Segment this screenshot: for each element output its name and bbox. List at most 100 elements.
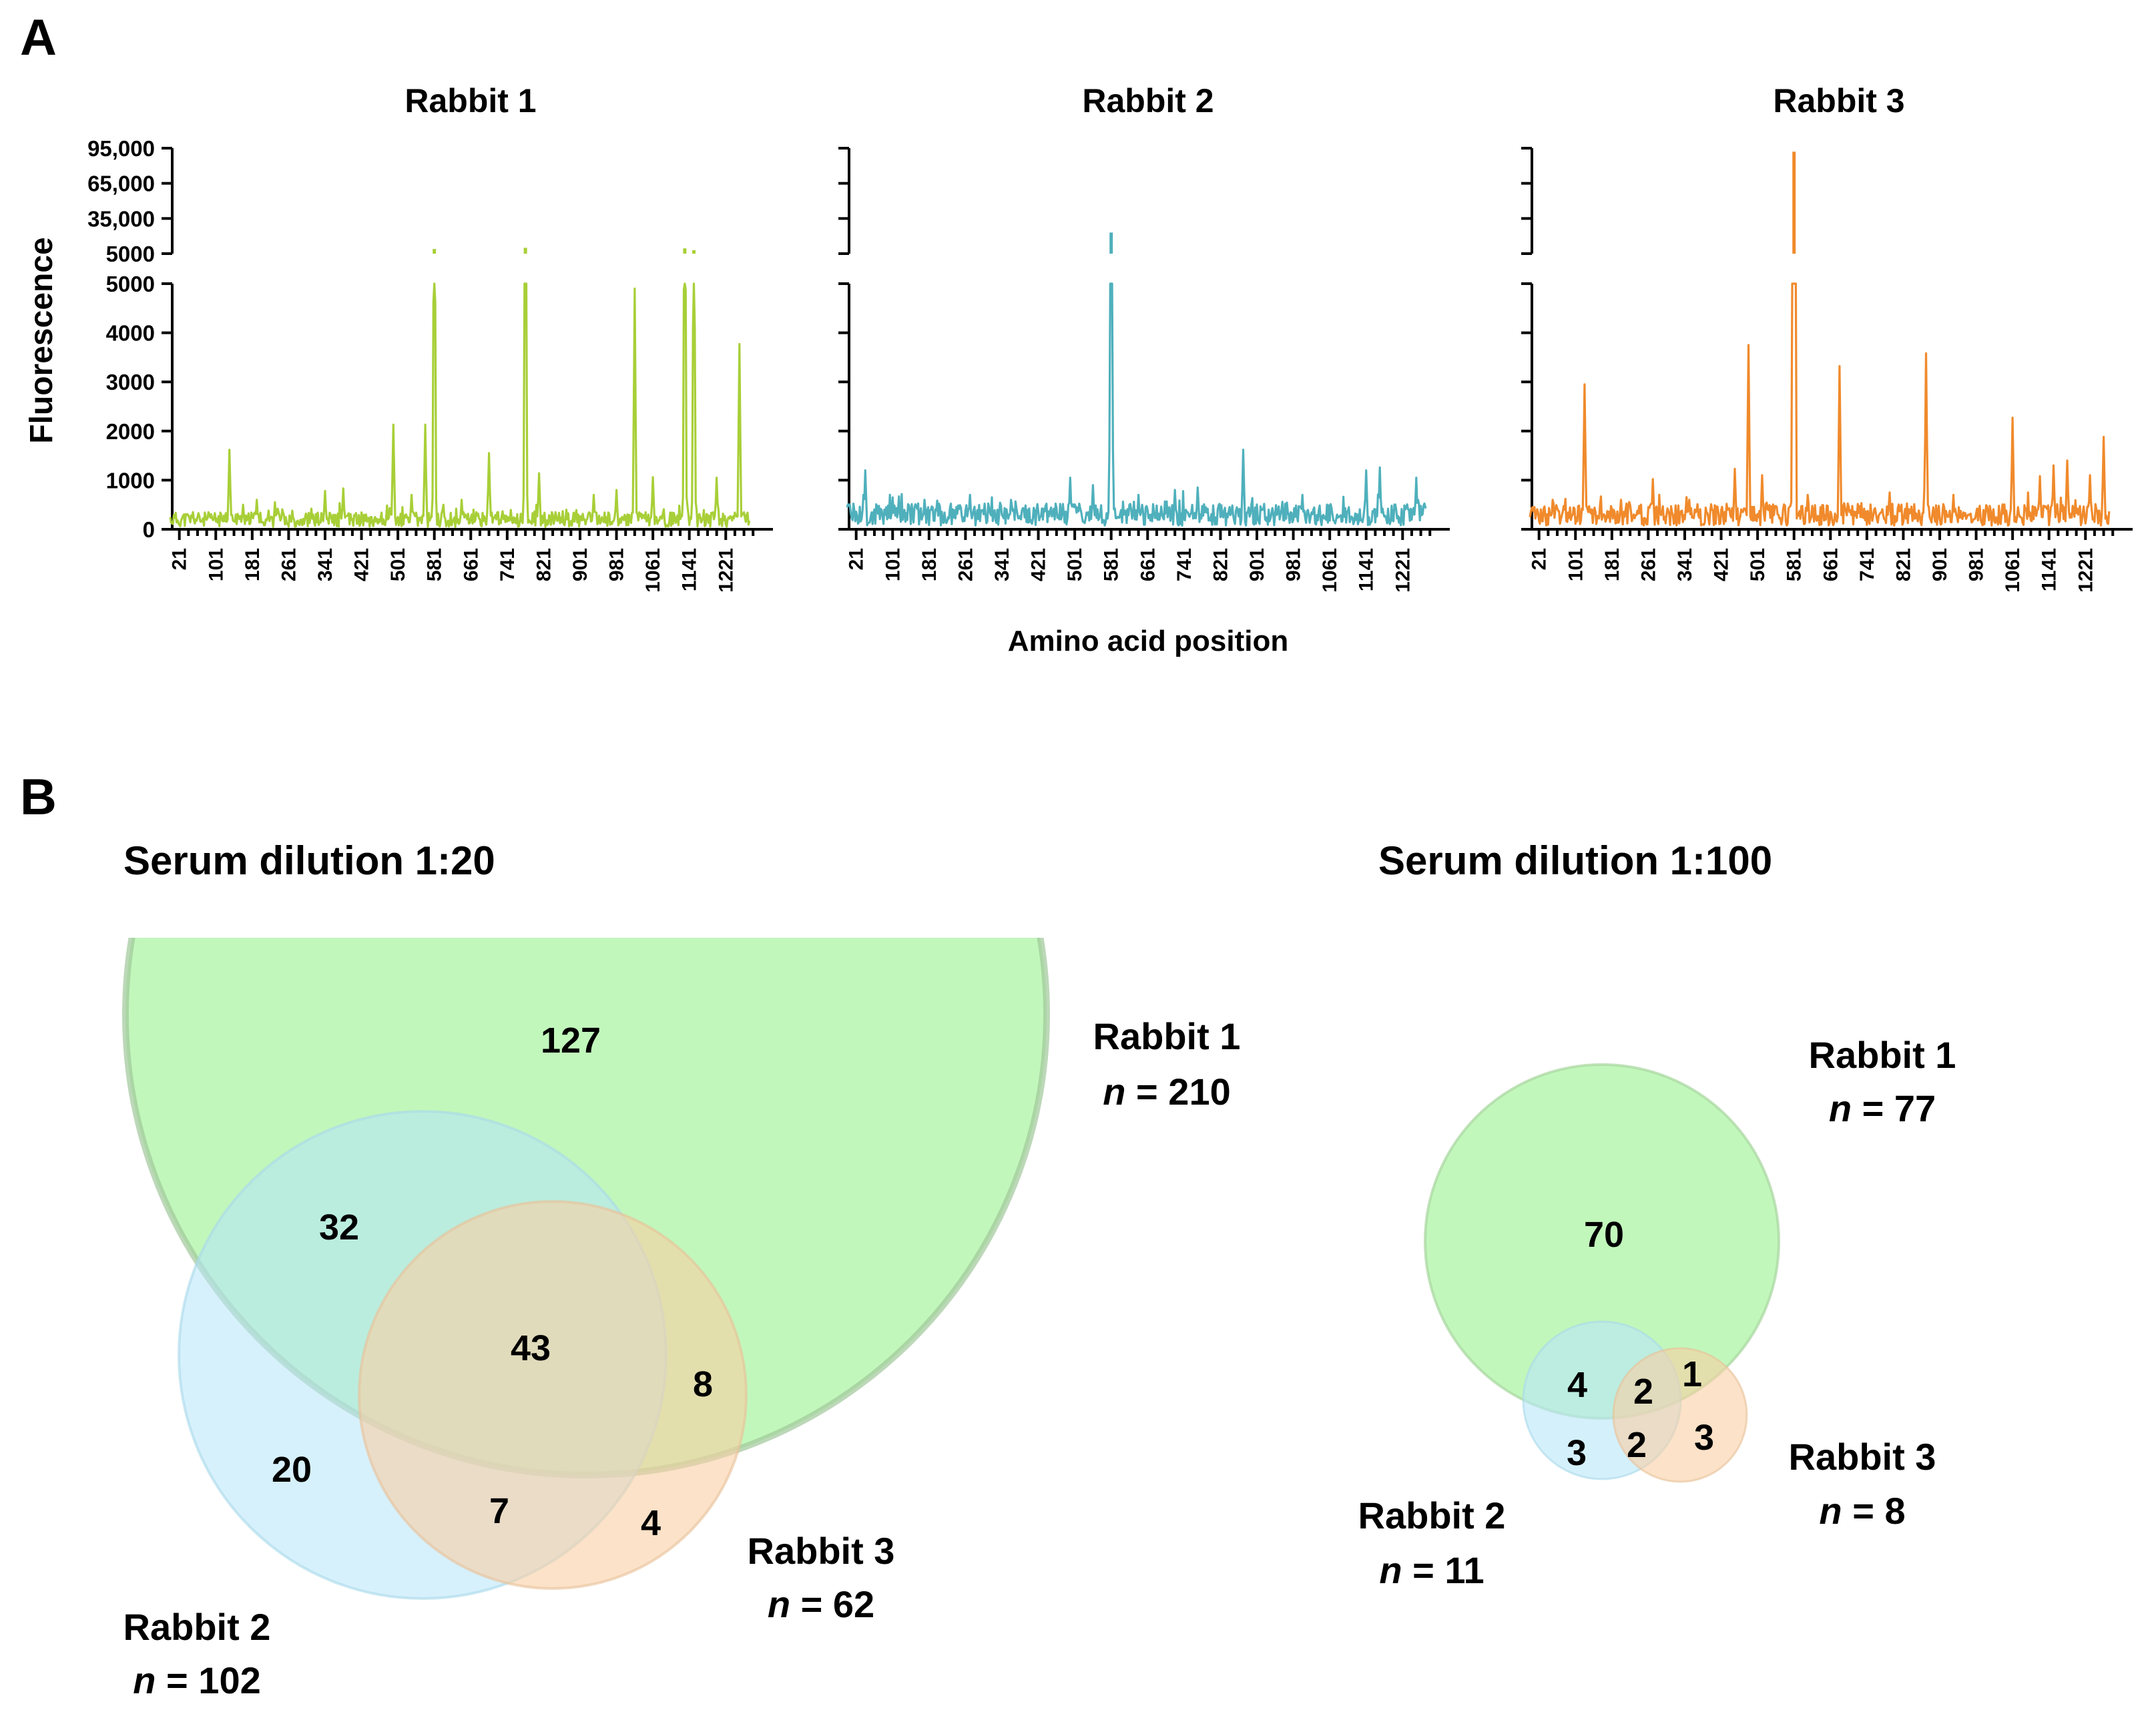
x-tick-label: 581 [424,548,446,581]
x-tick-label: 501 [387,548,409,581]
y-tick-label: 0 [143,517,155,542]
rabbit-1-plot-title: Rabbit 1 [405,82,536,119]
x-tick-label: 261 [1637,548,1659,581]
x-tick-label: 661 [460,548,482,581]
y-tick-label: 35,000 [87,206,155,231]
venn-1-n-value-rabbit-2: = 102 [166,1659,261,1701]
venn-1-circle-rabbit-3 [358,1200,748,1590]
x-tick-label: 581 [1784,548,1806,581]
y-tick-label: 5000 [106,272,155,296]
venn-2-n-symbol-rabbit-1: n [1829,1087,1852,1129]
x-tick-label: 1061 [1319,548,1341,593]
x-tick-label: 261 [955,548,977,581]
x-tick-label: 341 [314,548,336,581]
venn-2-count-rabbit-1-2: 4 [1567,1365,1587,1405]
x-tick-label: 661 [1820,548,1842,581]
x-tick-label: 1141 [1356,548,1378,591]
venn-2-count-rabbit-3-only: 3 [1694,1418,1714,1458]
x-tick-label: 341 [1674,548,1696,581]
panel-letter-b: B [20,769,57,826]
venn-2-label-rabbit-1: Rabbit 1 [1809,1034,1956,1076]
venn-2-n-value-rabbit-3: = 8 [1852,1490,1905,1532]
venn-dilution-1-100: Serum dilution 1:100 70 4 2 1 3 2 3 Rabb… [1358,838,1956,1591]
x-tick-label: 1141 [679,548,701,591]
x-tick-label: 981 [1283,548,1305,581]
x-tick-label: 821 [1209,548,1232,581]
venn-2-count-rabbit-2-3: 2 [1627,1425,1647,1465]
rabbit-2-plot-title: Rabbit 2 [1082,82,1214,119]
venn-1-n-rabbit-3: n = 62 [768,1583,874,1625]
venn-1-n-rabbit-1: n = 210 [1103,1071,1230,1113]
x-tick-label: 1221 [1392,548,1414,593]
x-tick-label: 1061 [642,548,664,593]
venn-1-count-rabbit-1-2: 32 [319,1207,359,1247]
x-tick-label: 661 [1137,548,1159,581]
venn-2-n-rabbit-2: n = 11 [1379,1549,1484,1591]
venn-dilution-1-20: Serum dilution 1:20 127 32 43 8 20 7 4 R… [122,838,1241,1701]
venn-1-count-rabbit-3-only: 4 [641,1503,661,1543]
venn-1-count-rabbit-2-only: 20 [272,1450,312,1490]
y-tick-label: 4000 [106,321,155,346]
x-tick-label: 741 [1173,548,1195,581]
venn-1-n-value-rabbit-3: = 62 [801,1583,875,1625]
venn-2-n-value-rabbit-2: = 11 [1412,1549,1484,1591]
venn-2-count-rabbit-2-only: 3 [1567,1433,1587,1473]
x-tick-label: 901 [1246,548,1268,581]
rabbit-2-plot: Rabbit 2 21 101 181 261 341 421 501 581 661 741 82… [838,82,1450,593]
y-tick-label: 95,000 [87,136,155,161]
venn-2-n-rabbit-3: n = 8 [1819,1490,1905,1532]
x-tick-label: 101 [205,548,227,581]
x-tick-label: 581 [1101,548,1123,581]
rabbit-3-plot-title: Rabbit 3 [1773,82,1904,119]
venn-2-n-value-rabbit-1: = 77 [1862,1087,1936,1129]
venn-1-count-rabbit-1-only: 127 [541,1021,601,1061]
x-tick-label: 741 [1856,548,1878,581]
x-tick-label: 1061 [2002,548,2024,593]
x-tick-label: 1221 [2075,548,2097,593]
x-tick-label: 101 [882,548,904,581]
line-plots: Fluorescence Amino acid position Rabbit … [24,82,2133,657]
x-tick-label: 421 [351,548,373,581]
x-tick-label: 1141 [2039,548,2061,591]
x-tick-label: 421 [1711,548,1733,581]
venn-2-count-rabbit-1-3: 1 [1682,1354,1702,1394]
venn-1-n-rabbit-2: n = 102 [133,1659,260,1701]
series-line-2 [846,282,1427,527]
x-axis-label: Amino acid position [1008,625,1288,657]
x-tick-label: 981 [1966,548,1988,581]
venn-1-n-value-rabbit-1: = 210 [1136,1071,1231,1113]
x-tick-label: 821 [1892,548,1914,581]
venn-1-label-rabbit-3: Rabbit 3 [748,1530,895,1572]
x-tick-label: 181 [1601,548,1623,581]
x-tick-label: 501 [1064,548,1086,581]
venn-1-n-symbol-rabbit-2: n [133,1659,156,1701]
venn-2-circle-rabbit-3 [1612,1347,1748,1483]
panel-letter-a: A [20,9,57,66]
x-tick-label: 421 [1028,548,1050,581]
x-tick-label: 981 [606,548,628,581]
venn-2-label-rabbit-3: Rabbit 3 [1789,1436,1936,1478]
x-tick-label: 21 [169,548,191,570]
rabbit-1-plot: Rabbit 1 0 1000 2000 3000 4000 5000 5000 35,000… [87,82,773,593]
venn-1-title: Serum dilution 1:20 [123,838,495,883]
y-tick-label: 1000 [106,468,155,493]
series-line-3 [1529,282,2111,527]
x-tick-label: 821 [533,548,555,581]
x-tick-label: 181 [918,548,940,581]
rabbit-3-plot: Rabbit 3 21 101 181 261 341 421 501 581 661 741 82… [1521,82,2133,593]
venn-2-title: Serum dilution 1:100 [1378,838,1772,883]
x-tick-label: 741 [497,548,519,581]
venn-2-n-symbol-rabbit-2: n [1379,1549,1402,1591]
series-line-1 [169,282,751,528]
x-tick-label: 21 [846,548,868,570]
venn-2-count-all: 2 [1633,1372,1653,1412]
venn-2-count-rabbit-1-only: 70 [1584,1215,1624,1255]
y-tick-label: 65,000 [87,172,155,196]
venn-2-n-symbol-rabbit-3: n [1819,1490,1842,1532]
x-tick-label: 1221 [715,548,737,593]
x-tick-label: 21 [1529,548,1551,570]
venn-1-label-rabbit-1: Rabbit 1 [1093,1015,1241,1057]
venn-1-count-all: 43 [511,1328,551,1368]
x-tick-label: 181 [242,548,264,581]
